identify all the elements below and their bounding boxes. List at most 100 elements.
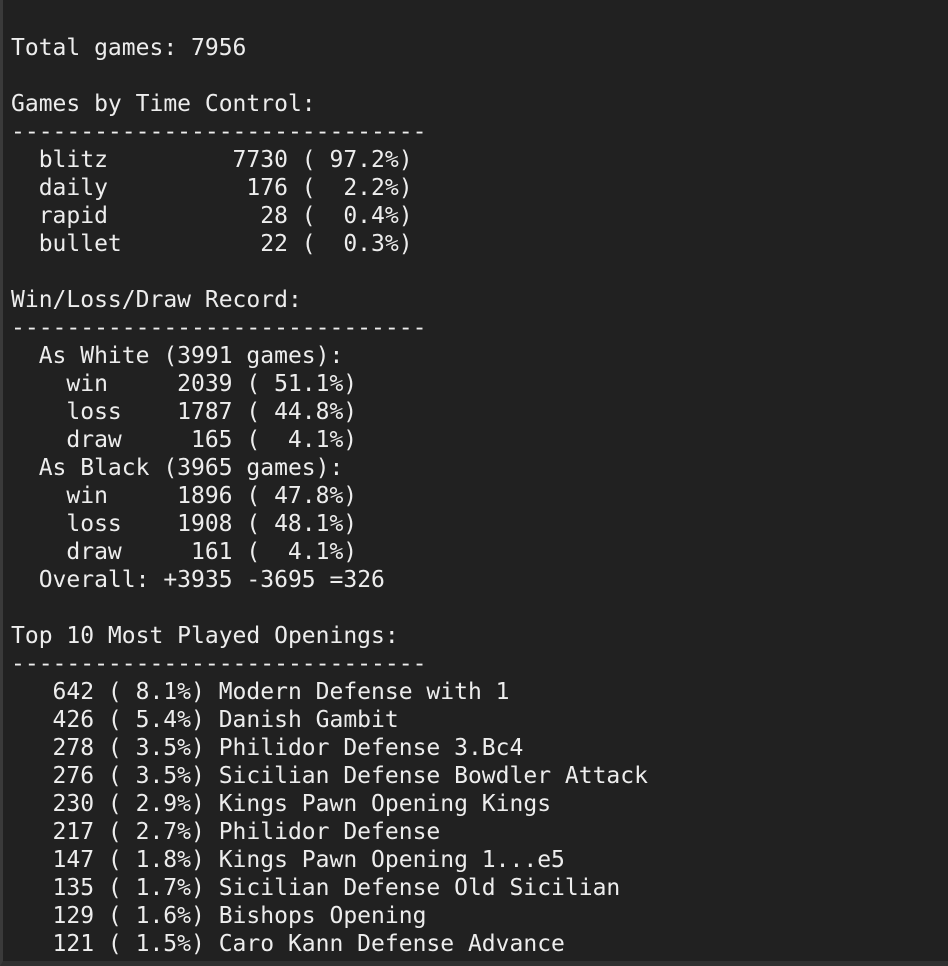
time-control-pct: 0.4 (343, 203, 385, 229)
record-result: win (66, 483, 108, 509)
divider: ------------------------------ (11, 315, 427, 341)
overall-label: Overall: (38, 567, 150, 593)
paren-open-text: ( (232, 371, 261, 397)
paren-close-text: %) (329, 483, 358, 509)
record-row: win 1896 (47.8%) (11, 482, 938, 510)
time-control-name: daily (38, 175, 108, 201)
opening-row: 276 (3.5%) Sicilian Defense Bowdler Attac… (11, 762, 938, 790)
paren-open-text: ( (94, 735, 122, 761)
record-result: loss (66, 511, 122, 537)
opening-count: 147 (52, 847, 95, 873)
record-count: 2039 (177, 371, 233, 397)
time-control-row: bullet 22 (0.3%) (11, 230, 938, 258)
opening-name: Danish Gambit (218, 707, 399, 733)
paren-open-text: ( (232, 483, 261, 509)
paren-open-text: ( (287, 175, 316, 201)
paren-open-text: ( (287, 203, 316, 229)
paren-close-text: %) (177, 875, 205, 901)
overall-wins: +3935 (163, 567, 233, 593)
opening-name: Sicilian Defense Bowdler Attack (218, 763, 648, 789)
record-count: 1908 (177, 511, 233, 537)
opening-name: Kings Pawn Opening Kings (218, 791, 552, 817)
opening-name: Modern Defense with 1 (218, 679, 510, 705)
opening-pct: 2.9 (135, 791, 178, 817)
opening-count: 121 (52, 931, 95, 957)
record-count: 1787 (177, 399, 233, 425)
opening-name: Philidor Defense 3.Bc4 (218, 735, 524, 761)
opening-count: 129 (52, 903, 95, 929)
record-side-label: As Black (38, 455, 150, 481)
overall-draws: =326 (329, 567, 385, 593)
paren-open-text: ( (94, 875, 122, 901)
paren-close-text: %) (177, 791, 205, 817)
time-control-name: bullet (38, 231, 122, 257)
opening-count: 217 (52, 819, 95, 845)
total-games-line: Total games: 7956 (11, 34, 938, 62)
record-count: 165 (190, 427, 233, 453)
paren-open-text: ( (232, 511, 261, 537)
record-pct: 47.8 (274, 483, 330, 509)
opening-name: Bishops Opening (218, 903, 427, 929)
time-control-count: 28 (260, 203, 288, 229)
record-side-header-black: As Black (3965 games): (11, 454, 938, 482)
paren-close-text: %) (177, 819, 205, 845)
divider: ------------------------------ (11, 119, 427, 145)
time-control-pct: 97.2 (329, 147, 385, 173)
time-control-section: Games by Time Control: -----------------… (11, 90, 938, 258)
paren-close-text: %) (329, 399, 358, 425)
opening-row: 147 (1.8%) Kings Pawn Opening 1...e5 (11, 846, 938, 874)
opening-name: Kings Pawn Opening 1...e5 (218, 847, 565, 873)
record-pct: 4.1 (287, 427, 330, 453)
time-control-row: daily 176 (2.2%) (11, 174, 938, 202)
paren-open-text: ( (94, 819, 122, 845)
record-count: 161 (190, 539, 233, 565)
record-side-label: As White (38, 343, 150, 369)
opening-name: Sicilian Defense Old Sicilian (218, 875, 621, 901)
time-control-name: blitz (38, 147, 108, 173)
opening-pct: 3.5 (135, 735, 178, 761)
record-row: draw 165 (4.1%) (11, 426, 938, 454)
opening-row: 135 (1.7%) Sicilian Defense Old Sicilian (11, 874, 938, 902)
games-suffix-text: games): (232, 455, 344, 481)
paren-close-text: %) (384, 203, 413, 229)
paren-open-text: ( (94, 707, 122, 733)
record-row: loss 1908 (48.1%) (11, 510, 938, 538)
record-pct: 51.1 (274, 371, 330, 397)
paren-close-text: %) (329, 371, 358, 397)
paren-open-text: ( (94, 903, 122, 929)
divider: ------------------------------ (11, 651, 427, 677)
paren-open-text: ( (149, 343, 178, 369)
time-control-name: rapid (38, 203, 108, 229)
games-suffix-text: games): (232, 343, 344, 369)
opening-count: 230 (52, 791, 95, 817)
opening-row: 129 (1.6%) Bishops Opening (11, 902, 938, 930)
record-count: 1896 (177, 483, 233, 509)
time-control-row: blitz 7730 (97.2%) (11, 146, 938, 174)
record-result: loss (66, 399, 122, 425)
paren-open-text: ( (94, 931, 122, 957)
paren-close-text: %) (177, 931, 205, 957)
time-control-pct: 0.3 (343, 231, 385, 257)
paren-open-text: ( (94, 791, 122, 817)
opening-pct: 2.7 (135, 819, 178, 845)
opening-count: 135 (52, 875, 95, 901)
paren-close-text: %) (384, 231, 413, 257)
paren-close-text: %) (329, 539, 358, 565)
paren-open-text: ( (232, 539, 261, 565)
paren-close-text: %) (329, 511, 358, 537)
opening-name: Philidor Defense (218, 819, 441, 845)
opening-name: Caro Kann Defense Advance (218, 931, 565, 957)
record-pct: 4.1 (287, 539, 330, 565)
paren-open-text: ( (94, 763, 122, 789)
overall-line: Overall: +3935 -3695 =326 (11, 566, 938, 594)
paren-open-text: ( (94, 679, 122, 705)
paren-open-text: ( (287, 231, 316, 257)
openings-title: Top 10 Most Played Openings: (11, 623, 399, 649)
record-side-games: 3965 (177, 455, 233, 481)
record-section: Win/Loss/Draw Record: ------------------… (11, 286, 938, 594)
opening-row: 217 (2.7%) Philidor Defense (11, 818, 938, 846)
paren-open-text: ( (232, 427, 261, 453)
opening-count: 642 (52, 679, 95, 705)
time-control-count: 7730 (232, 147, 288, 173)
